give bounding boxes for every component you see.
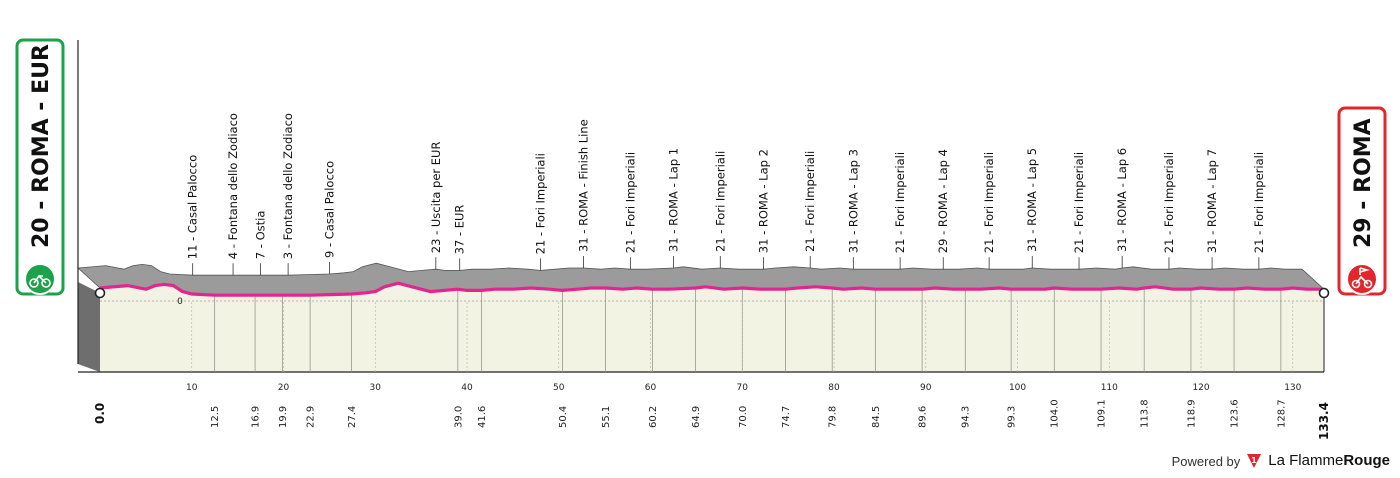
x-tick-label: 100 [1009, 383, 1026, 393]
x-tick-label: 70 [737, 383, 749, 393]
waypoint-km-label: 118.9 [1187, 399, 1198, 428]
waypoint-km-label: 22.9 [306, 406, 317, 428]
x-tick-label: 90 [920, 383, 932, 393]
waypoint-label: 3 - Fontana dello Zodiaco [281, 113, 295, 259]
finish-km-label: 133.4 [1317, 402, 1331, 440]
waypoint-label: 21 - Fori Imperiali [1162, 152, 1176, 253]
x-tick-label: 60 [645, 383, 657, 393]
finish-label: 29 - ROMA [1351, 118, 1376, 248]
waypoint-km-label: 123.6 [1230, 399, 1241, 428]
start-label: 20 - ROMA - EUR [29, 44, 54, 248]
start-km-label: 0.0 [93, 403, 107, 424]
profile-depth-left [78, 282, 100, 372]
x-tick-label: 80 [828, 383, 840, 393]
elevation-zero-label: 0 [177, 297, 183, 307]
x-tick-label: 30 [370, 383, 382, 393]
waypoint-label: 21 - Fori Imperiali [623, 152, 637, 253]
waypoint-label: 21 - Fori Imperiali [533, 153, 547, 254]
waypoint-km-label: 60.2 [648, 406, 659, 428]
waypoint-label: 31 - ROMA - Finish Line [577, 119, 591, 252]
waypoint-km-label: 19.9 [278, 406, 289, 428]
x-tick-label: 10 [186, 383, 198, 393]
x-tick-label: 50 [553, 383, 565, 393]
waypoint-label: 4 - Fontana dello Zodiaco [226, 113, 240, 259]
waypoint-km-label: 70.0 [738, 406, 749, 428]
route-line [99, 281, 1324, 297]
start-point [94, 287, 106, 299]
waypoint-label: 31 - ROMA - Lap 7 [1205, 149, 1219, 253]
waypoint-label: 23 - Uscita per EUR [429, 142, 443, 254]
waypoint-label: 7 - Ostia [254, 211, 268, 260]
x-tick-label: 40 [461, 383, 473, 393]
waypoint-km-label: 109.1 [1097, 399, 1108, 428]
brand-name: La FlammeRouge [1268, 452, 1390, 469]
x-tick-label: 20 [278, 383, 290, 393]
footer-credit: Powered by 1 La FlammeRouge [1172, 452, 1390, 470]
svg-text:1: 1 [1252, 456, 1258, 465]
waypoint-km-label: 41.6 [477, 406, 488, 428]
waypoint-label: 21 - Fori Imperiali [1252, 152, 1266, 253]
waypoint-label: 29 - ROMA - Lap 4 [936, 149, 950, 253]
waypoint-km-label: 50.4 [558, 406, 569, 428]
waypoint-km-label: 64.9 [691, 406, 702, 428]
powered-by-text: Powered by [1171, 453, 1241, 469]
waypoint-label: 21 - Fori Imperiali [1072, 152, 1086, 253]
waypoint-km-label: 104.0 [1050, 399, 1061, 428]
waypoint-km-label: 99.3 [1007, 406, 1018, 428]
waypoint-label: 31 - ROMA - Lap 6 [1115, 148, 1129, 252]
waypoint-label: 31 - ROMA - Lap 2 [756, 149, 770, 253]
waypoint-label: 9 - Casal Palocco [322, 161, 336, 258]
waypoint-km-label: 128.7 [1276, 399, 1287, 428]
waypoint-label: 11 - Casal Palocco [186, 155, 200, 259]
start-cyclist-icon [24, 263, 56, 295]
finish-point [1318, 287, 1330, 299]
waypoint-km-label: 27.4 [347, 406, 358, 428]
waypoint-label: 31 - ROMA - Lap 1 [667, 148, 681, 252]
waypoint-label: 21 - Fori Imperiali [893, 152, 907, 253]
waypoint-label: 31 - ROMA - Lap 3 [846, 149, 860, 253]
waypoint-km-label: 74.7 [781, 406, 792, 428]
profile-front-face [100, 283, 1324, 372]
waypoint-km-label: 113.8 [1140, 399, 1151, 428]
x-tick-label: 110 [1101, 383, 1118, 393]
waypoint-km-label: 94.3 [961, 406, 972, 428]
waypoint-km-label: 39.0 [453, 406, 464, 428]
waypoint-km-label: 84.5 [871, 406, 882, 428]
waypoint-km-label: 89.6 [918, 406, 929, 428]
waypoint-label: 31 - ROMA - Lap 5 [1025, 148, 1039, 252]
start-badge: 20 - ROMA - EUR [15, 38, 65, 296]
waypoint-label: 37 - EUR [453, 205, 467, 255]
waypoint-km-label: 12.5 [210, 406, 221, 428]
waypoint-km-label: 16.9 [251, 406, 262, 428]
finish-badge: 29 - ROMA [1337, 106, 1387, 296]
x-tick-label: 130 [1284, 383, 1301, 393]
waypoint-km-label: 55.1 [601, 406, 612, 428]
waypoint-label: 21 - Fori Imperiali [803, 151, 817, 252]
waypoint-label: 21 - Fori Imperiali [713, 151, 727, 252]
waypoint-km-label: 79.8 [828, 406, 839, 428]
flamme-rouge-logo-icon: 1 [1247, 454, 1262, 468]
x-tick-label: 120 [1192, 383, 1209, 393]
waypoint-label: 21 - Fori Imperiali [982, 152, 996, 253]
